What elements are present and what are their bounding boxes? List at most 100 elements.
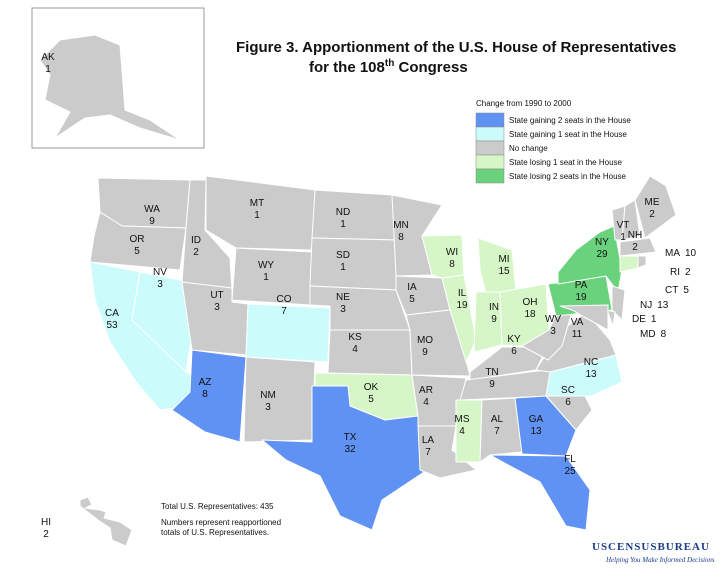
state-seats: 7 — [494, 426, 500, 437]
state — [311, 189, 397, 241]
state — [243, 356, 316, 443]
state-abbr: NJ — [640, 300, 652, 311]
state-abbr: MA — [665, 248, 680, 259]
state-abbr: NM — [260, 390, 276, 401]
state-seats: 9 — [422, 347, 428, 358]
state-seats: 6 — [511, 346, 517, 357]
state-seats: 25 — [564, 466, 576, 477]
state-abbr: MD — [640, 329, 656, 340]
state-abbr: MI — [498, 254, 509, 265]
legend-swatch — [475, 140, 505, 156]
state-seats: 5 — [134, 246, 140, 257]
state-seats: 53 — [106, 320, 118, 331]
state — [455, 399, 483, 463]
state — [477, 237, 517, 295]
state-abbr: VT — [617, 220, 630, 231]
state-abbr: NH — [628, 230, 642, 241]
legend: State gaining 2 seats in the House State … — [475, 112, 631, 184]
state-seats: 5 — [409, 294, 415, 305]
state-seats: 18 — [524, 309, 536, 320]
title-line2: for the 108th Congress — [309, 58, 468, 76]
state — [131, 271, 201, 373]
legend-label: State gaining 1 seat in the House — [509, 130, 627, 139]
state-seats: 6 — [565, 397, 571, 408]
state-seats: 5 — [683, 285, 689, 296]
state — [309, 237, 397, 291]
state-seats: 8 — [398, 232, 404, 243]
state-seats: 7 — [425, 447, 431, 458]
state — [479, 397, 523, 463]
state-seats: 8 — [202, 389, 208, 400]
state-abbr: CT — [665, 285, 678, 296]
state — [327, 329, 413, 376]
state-abbr: ND — [336, 207, 350, 218]
state — [39, 34, 181, 141]
legend-label: State losing 1 seat in the House — [509, 158, 623, 167]
state — [619, 237, 657, 257]
state-label: NJ 13 — [640, 300, 669, 311]
state-seats: 4 — [423, 397, 429, 408]
state — [514, 395, 577, 457]
state-abbr: TX — [344, 432, 357, 443]
state-abbr: CA — [105, 308, 119, 319]
state-abbr: MT — [250, 198, 264, 209]
title-text: Congress — [394, 59, 467, 76]
note: Numbers represent reapportioned — [161, 518, 281, 527]
state — [634, 175, 677, 239]
state-seats: 1 — [254, 210, 260, 221]
state-label: MD 8 — [640, 329, 667, 340]
state-abbr: LA — [422, 435, 435, 446]
logo: USCENSUSBUREAU — [592, 541, 710, 553]
states — [39, 34, 677, 547]
state-seats: 3 — [340, 304, 346, 315]
title-text: for the 108 — [309, 59, 385, 76]
state-seats: 13 — [530, 426, 542, 437]
note: totals of U.S. Representatives. — [161, 528, 269, 537]
state-abbr: AR — [419, 385, 433, 396]
state-abbr: NE — [336, 292, 350, 303]
state-abbr: OK — [364, 382, 379, 393]
state — [473, 291, 503, 353]
state-seats: 1 — [620, 232, 626, 243]
state-seats: 3 — [550, 326, 556, 337]
state — [441, 274, 477, 363]
state-abbr: MS — [455, 414, 470, 425]
state-abbr: AK — [41, 52, 55, 63]
state — [559, 304, 609, 331]
state-label: DE 1 — [632, 314, 657, 325]
state-seats: 9 — [491, 314, 497, 325]
state-abbr: PA — [575, 280, 588, 291]
state — [621, 199, 641, 241]
state-abbr: OH — [523, 297, 538, 308]
legend-swatch — [475, 126, 505, 142]
state-abbr: MN — [393, 220, 409, 231]
state — [606, 309, 616, 327]
state-abbr: SC — [561, 385, 575, 396]
state-seats: 8 — [661, 329, 667, 340]
state-seats: 2 — [43, 529, 49, 540]
state-seats: 2 — [685, 267, 691, 278]
state-abbr: FL — [564, 454, 576, 465]
state-seats: 3 — [157, 279, 163, 290]
state-abbr: IN — [489, 302, 499, 313]
state-abbr: CO — [277, 294, 292, 305]
logo-tagline: Helping You Make Informed Decisions — [605, 556, 715, 564]
state — [231, 247, 313, 306]
state — [637, 255, 647, 269]
state-seats: 4 — [352, 344, 358, 355]
state-seats: 1 — [340, 219, 346, 230]
state-abbr: VA — [571, 317, 584, 328]
state-label: RI 2 — [670, 267, 691, 278]
state-seats: 19 — [456, 300, 468, 311]
legend-swatch — [475, 112, 505, 128]
state-abbr: RI — [670, 267, 680, 278]
state-abbr: SD — [336, 250, 350, 261]
state-seats: 3 — [214, 302, 220, 313]
state-seats: 4 — [459, 426, 465, 437]
state — [395, 275, 451, 316]
state-abbr: WY — [258, 260, 274, 271]
legend-swatch — [475, 154, 505, 170]
state-seats: 11 — [572, 329, 583, 340]
